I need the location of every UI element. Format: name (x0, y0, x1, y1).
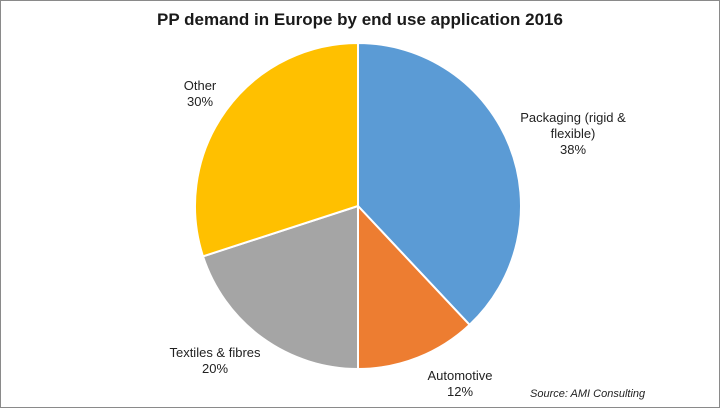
slice-percent-textiles: 20% (201, 361, 229, 376)
slice-percent-other: 30% (186, 94, 214, 109)
slice-name-packaging-line1: Packaging (rigid & (520, 110, 626, 125)
slice-name-packaging-line2: flexible) (550, 126, 596, 141)
slice-label-automotive: Automotive 12% (420, 368, 500, 400)
slice-name-textiles: Textiles & fibres (169, 345, 261, 360)
pie-slice-packaging (357, 41, 522, 327)
slice-percent-automotive: 12% (446, 384, 474, 399)
slice-name-other: Other (183, 78, 217, 93)
slice-label-packaging: Packaging (rigid & flexible) 38% (518, 110, 628, 158)
chart-title: PP demand in Europe by end use applicati… (157, 10, 563, 29)
pie-slice-textiles (201, 204, 359, 371)
slice-label-other: Other 30% (170, 78, 230, 110)
slice-name-automotive: Automotive (427, 368, 493, 383)
pie-slice-other (194, 41, 359, 258)
slice-label-textiles: Textiles & fibres 20% (150, 345, 280, 377)
pie-slice-automotive (357, 203, 471, 371)
source-note: Source: AMI Consulting (530, 388, 646, 400)
slice-percent-packaging: 38% (559, 142, 587, 157)
